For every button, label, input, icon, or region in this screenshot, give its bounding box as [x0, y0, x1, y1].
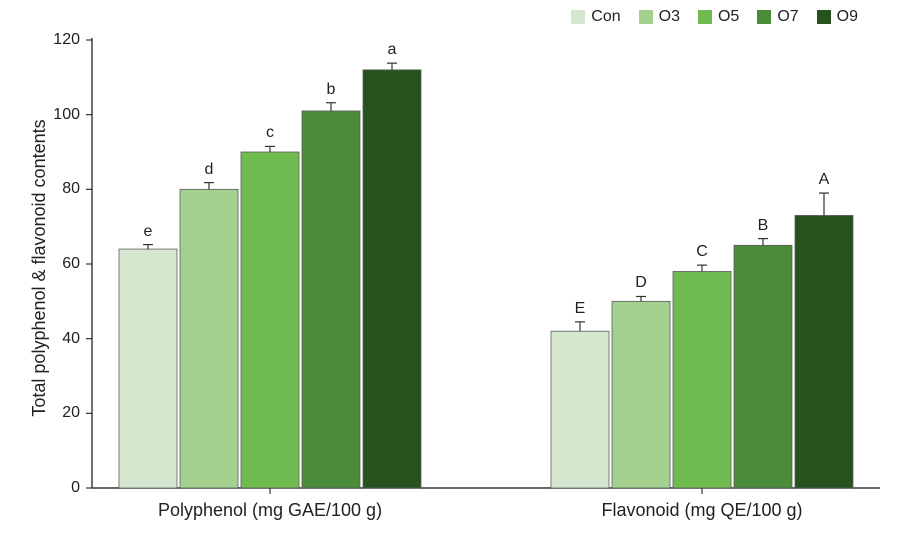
- bar: [734, 245, 792, 488]
- significance-letter: D: [635, 274, 647, 292]
- bar: [180, 189, 238, 488]
- legend-label: O9: [837, 8, 858, 26]
- bar: [551, 331, 609, 488]
- significance-letter: d: [205, 161, 214, 179]
- x-group-label: Flavonoid (mg QE/100 g): [601, 500, 802, 521]
- significance-letter: b: [327, 81, 336, 99]
- significance-letter: e: [144, 223, 153, 241]
- legend-swatch: [571, 10, 585, 24]
- significance-letter: a: [388, 41, 397, 59]
- legend-item-o9: O9: [817, 8, 858, 26]
- bar: [673, 271, 731, 488]
- legend-swatch: [639, 10, 653, 24]
- legend-label: O7: [777, 8, 798, 26]
- legend-item-o5: O5: [698, 8, 739, 26]
- legend-label: O5: [718, 8, 739, 26]
- y-tick-label: 100: [48, 106, 80, 124]
- significance-letter: B: [758, 217, 769, 235]
- y-tick-label: 60: [48, 255, 80, 273]
- legend-label: Con: [591, 8, 620, 26]
- bar: [241, 152, 299, 488]
- bar: [612, 301, 670, 488]
- x-group-label: Polyphenol (mg GAE/100 g): [158, 500, 382, 521]
- significance-letter: A: [819, 171, 830, 189]
- y-tick-label: 0: [48, 479, 80, 497]
- significance-letter: E: [575, 300, 586, 318]
- bar: [795, 215, 853, 488]
- legend: Con O3 O5 O7 O9: [571, 8, 858, 26]
- legend-swatch: [817, 10, 831, 24]
- chart-container: Total polyphenol & flavonoid contents Co…: [0, 0, 908, 536]
- bar: [363, 70, 421, 488]
- legend-swatch: [757, 10, 771, 24]
- significance-letter: C: [696, 243, 708, 261]
- significance-letter: c: [266, 124, 274, 142]
- bar: [302, 111, 360, 488]
- legend-item-o3: O3: [639, 8, 680, 26]
- y-tick-label: 80: [48, 180, 80, 198]
- legend-swatch: [698, 10, 712, 24]
- bar: [119, 249, 177, 488]
- y-tick-label: 20: [48, 404, 80, 422]
- y-tick-label: 120: [48, 31, 80, 49]
- legend-item-o7: O7: [757, 8, 798, 26]
- chart-plot: [0, 0, 908, 536]
- y-tick-label: 40: [48, 330, 80, 348]
- legend-label: O3: [659, 8, 680, 26]
- legend-item-con: Con: [571, 8, 620, 26]
